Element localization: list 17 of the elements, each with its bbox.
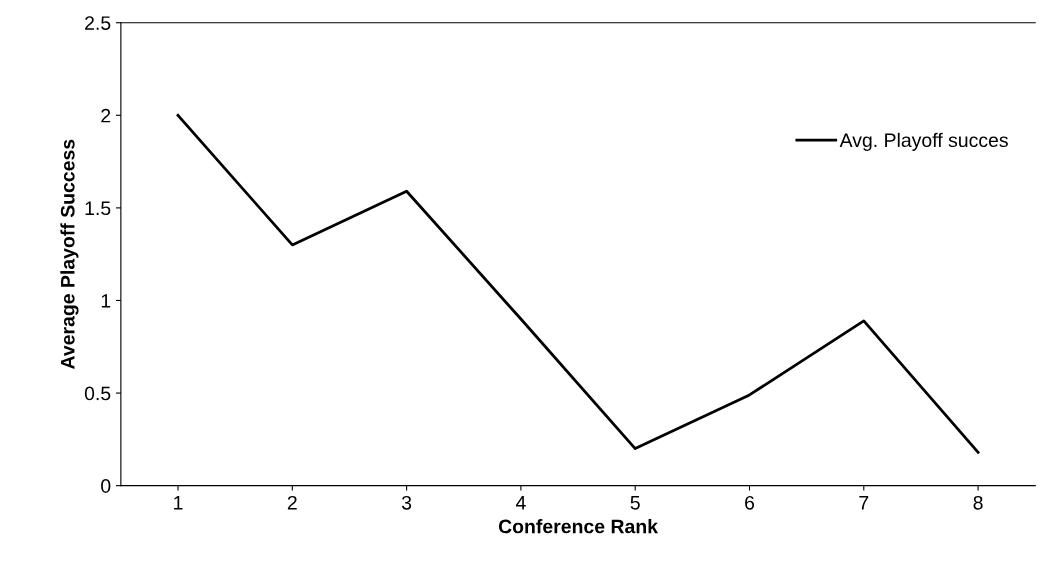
x-tick-label: 1 [174,496,183,510]
x-tick-label: 8 [973,495,983,510]
x-tick-label: 7 [859,496,869,510]
y-tick-label: 2 [101,108,111,123]
y-tick-label: 1 [101,294,111,308]
legend-label: Avg. Playoff succes [839,132,1008,151]
y-tick-label: 0 [101,479,111,493]
x-tick-label: 3 [401,495,412,510]
x-tick-label: 5 [630,496,640,510]
x-tick-label: 4 [515,496,526,510]
y-tick-label: 0.5 [84,386,111,401]
y-tick-label: 1.5 [85,201,111,216]
y-axis-title: Average Playoff Success [60,139,79,369]
y-tick-label: 2.5 [85,16,111,30]
x-tick-label: 6 [745,495,755,510]
x-axis-title: Conference Rank [498,519,659,534]
x-tick-label: 2 [287,495,297,510]
